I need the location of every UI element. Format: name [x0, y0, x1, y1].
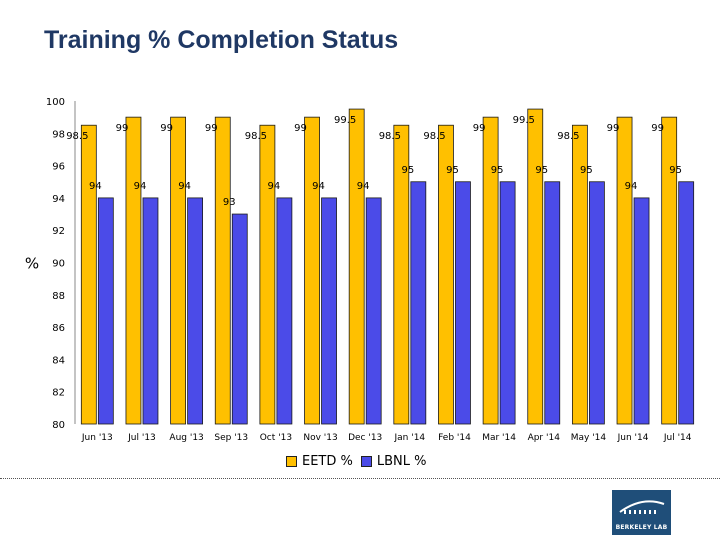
x-tick-label: Oct '13 [260, 433, 292, 443]
data-label-eetd: 99.5 [513, 115, 535, 126]
data-label-eetd: 98.5 [245, 131, 267, 142]
data-label-lbnl: 95 [580, 165, 593, 176]
data-label-eetd: 98.5 [557, 131, 579, 142]
data-label-eetd: 98.5 [423, 131, 445, 142]
bar-lbnl [365, 197, 382, 425]
data-label-eetd: 99.5 [334, 115, 356, 126]
bar-lbnl [187, 197, 204, 425]
data-label-lbnl: 95 [491, 165, 504, 176]
x-tick-label: May '14 [571, 433, 607, 443]
x-tick-label: Jun '14 [617, 433, 649, 443]
bar-lbnl [633, 197, 650, 425]
legend-swatch-eetd [286, 456, 297, 467]
data-label-eetd: 99 [607, 123, 620, 134]
bar-lbnl [97, 197, 114, 425]
legend-label-eetd: EETD % [302, 454, 353, 469]
bar-lbnl [276, 197, 293, 425]
y-tick-label: 92 [52, 226, 65, 237]
bar-lbnl [455, 181, 471, 425]
legend-item-eetd: EETD % [286, 454, 353, 469]
bar-lbnl [142, 197, 159, 425]
data-label-lbnl: 94 [625, 181, 638, 192]
bar-eetd [393, 124, 410, 425]
bar-eetd [80, 124, 97, 425]
data-label-eetd: 99 [160, 123, 173, 134]
y-tick-label: 82 [52, 388, 65, 399]
data-label-lbnl: 95 [401, 165, 414, 176]
footer-divider [0, 478, 720, 479]
x-tick-label: Jun '13 [81, 433, 113, 443]
bar-eetd [214, 116, 231, 425]
data-label-eetd: 99 [651, 123, 664, 134]
bar-eetd [661, 116, 678, 425]
data-label-lbnl: 93 [223, 197, 236, 208]
bar-lbnl [410, 181, 427, 425]
bar-lbnl [321, 197, 337, 425]
bar-eetd [170, 116, 187, 425]
bar-lbnl [544, 181, 561, 425]
y-axis-label: % [25, 255, 39, 273]
data-label-eetd: 99 [205, 123, 218, 134]
data-label-eetd: 99 [473, 123, 486, 134]
legend-label-lbnl: LBNL % [376, 454, 427, 469]
berkeley-lab-logo: BERKELEY LAB [612, 490, 671, 535]
y-tick-label: 90 [52, 259, 65, 270]
data-label-lbnl: 94 [357, 181, 370, 192]
bar-lbnl [678, 181, 695, 425]
y-tick-label: 96 [52, 162, 65, 173]
bar-eetd [616, 116, 633, 425]
data-label-lbnl: 94 [89, 181, 102, 192]
x-tick-label: Aug '13 [169, 433, 203, 443]
data-label-eetd: 99 [294, 123, 307, 134]
bar-eetd [125, 116, 142, 425]
bar-eetd [527, 108, 544, 425]
data-label-eetd: 98.5 [66, 131, 88, 142]
y-tick-label: 88 [52, 291, 65, 302]
logo-caption: BERKELEY LAB [615, 524, 668, 531]
x-tick-label: Sep '13 [214, 433, 248, 443]
data-label-eetd: 99 [116, 123, 129, 134]
data-label-lbnl: 95 [535, 165, 548, 176]
bar-chart: 80 82 84 86 88 90 92 94 96 98 100% 98.5 94 Jun '13 99 9… [25, 97, 695, 443]
y-tick-label: 100 [46, 97, 65, 108]
bar-eetd [259, 124, 276, 425]
data-label-eetd: 98.5 [379, 131, 401, 142]
x-tick-label: Jul '13 [127, 433, 156, 443]
x-tick-label: Jul '14 [663, 433, 692, 443]
legend-item-lbnl: LBNL % [360, 454, 427, 469]
x-tick-label: Apr '14 [528, 433, 561, 443]
data-label-lbnl: 94 [268, 181, 281, 192]
bar-eetd [348, 108, 365, 425]
bar-lbnl [588, 181, 605, 425]
bar-eetd [304, 116, 320, 425]
y-tick-label: 98 [52, 129, 65, 140]
bar-lbnl [499, 181, 516, 425]
x-tick-label: Jan '14 [393, 433, 425, 443]
data-label-lbnl: 95 [446, 165, 459, 176]
x-tick-label: Nov '13 [303, 433, 337, 443]
data-label-lbnl: 94 [134, 181, 147, 192]
y-tick-label: 94 [52, 194, 65, 205]
x-tick-label: Mar '14 [482, 433, 516, 443]
x-tick-label: Dec '13 [348, 433, 382, 443]
bar-eetd [482, 116, 499, 425]
data-label-lbnl: 94 [178, 181, 191, 192]
y-tick-label: 86 [52, 323, 65, 334]
chart-legend: EETD % LBNL % [286, 454, 427, 469]
data-label-lbnl: 95 [669, 165, 682, 176]
bar-lbnl [231, 213, 248, 425]
chart-title: Training % Completion Status [44, 26, 399, 54]
y-tick-label: 84 [52, 355, 65, 366]
x-tick-label: Feb '14 [438, 433, 471, 443]
building-icon [619, 500, 665, 514]
bar-eetd [571, 124, 588, 425]
bar-eetd [438, 124, 454, 425]
data-label-lbnl: 94 [312, 181, 325, 192]
legend-swatch-lbnl [360, 456, 372, 467]
y-tick-label: 80 [52, 420, 65, 431]
